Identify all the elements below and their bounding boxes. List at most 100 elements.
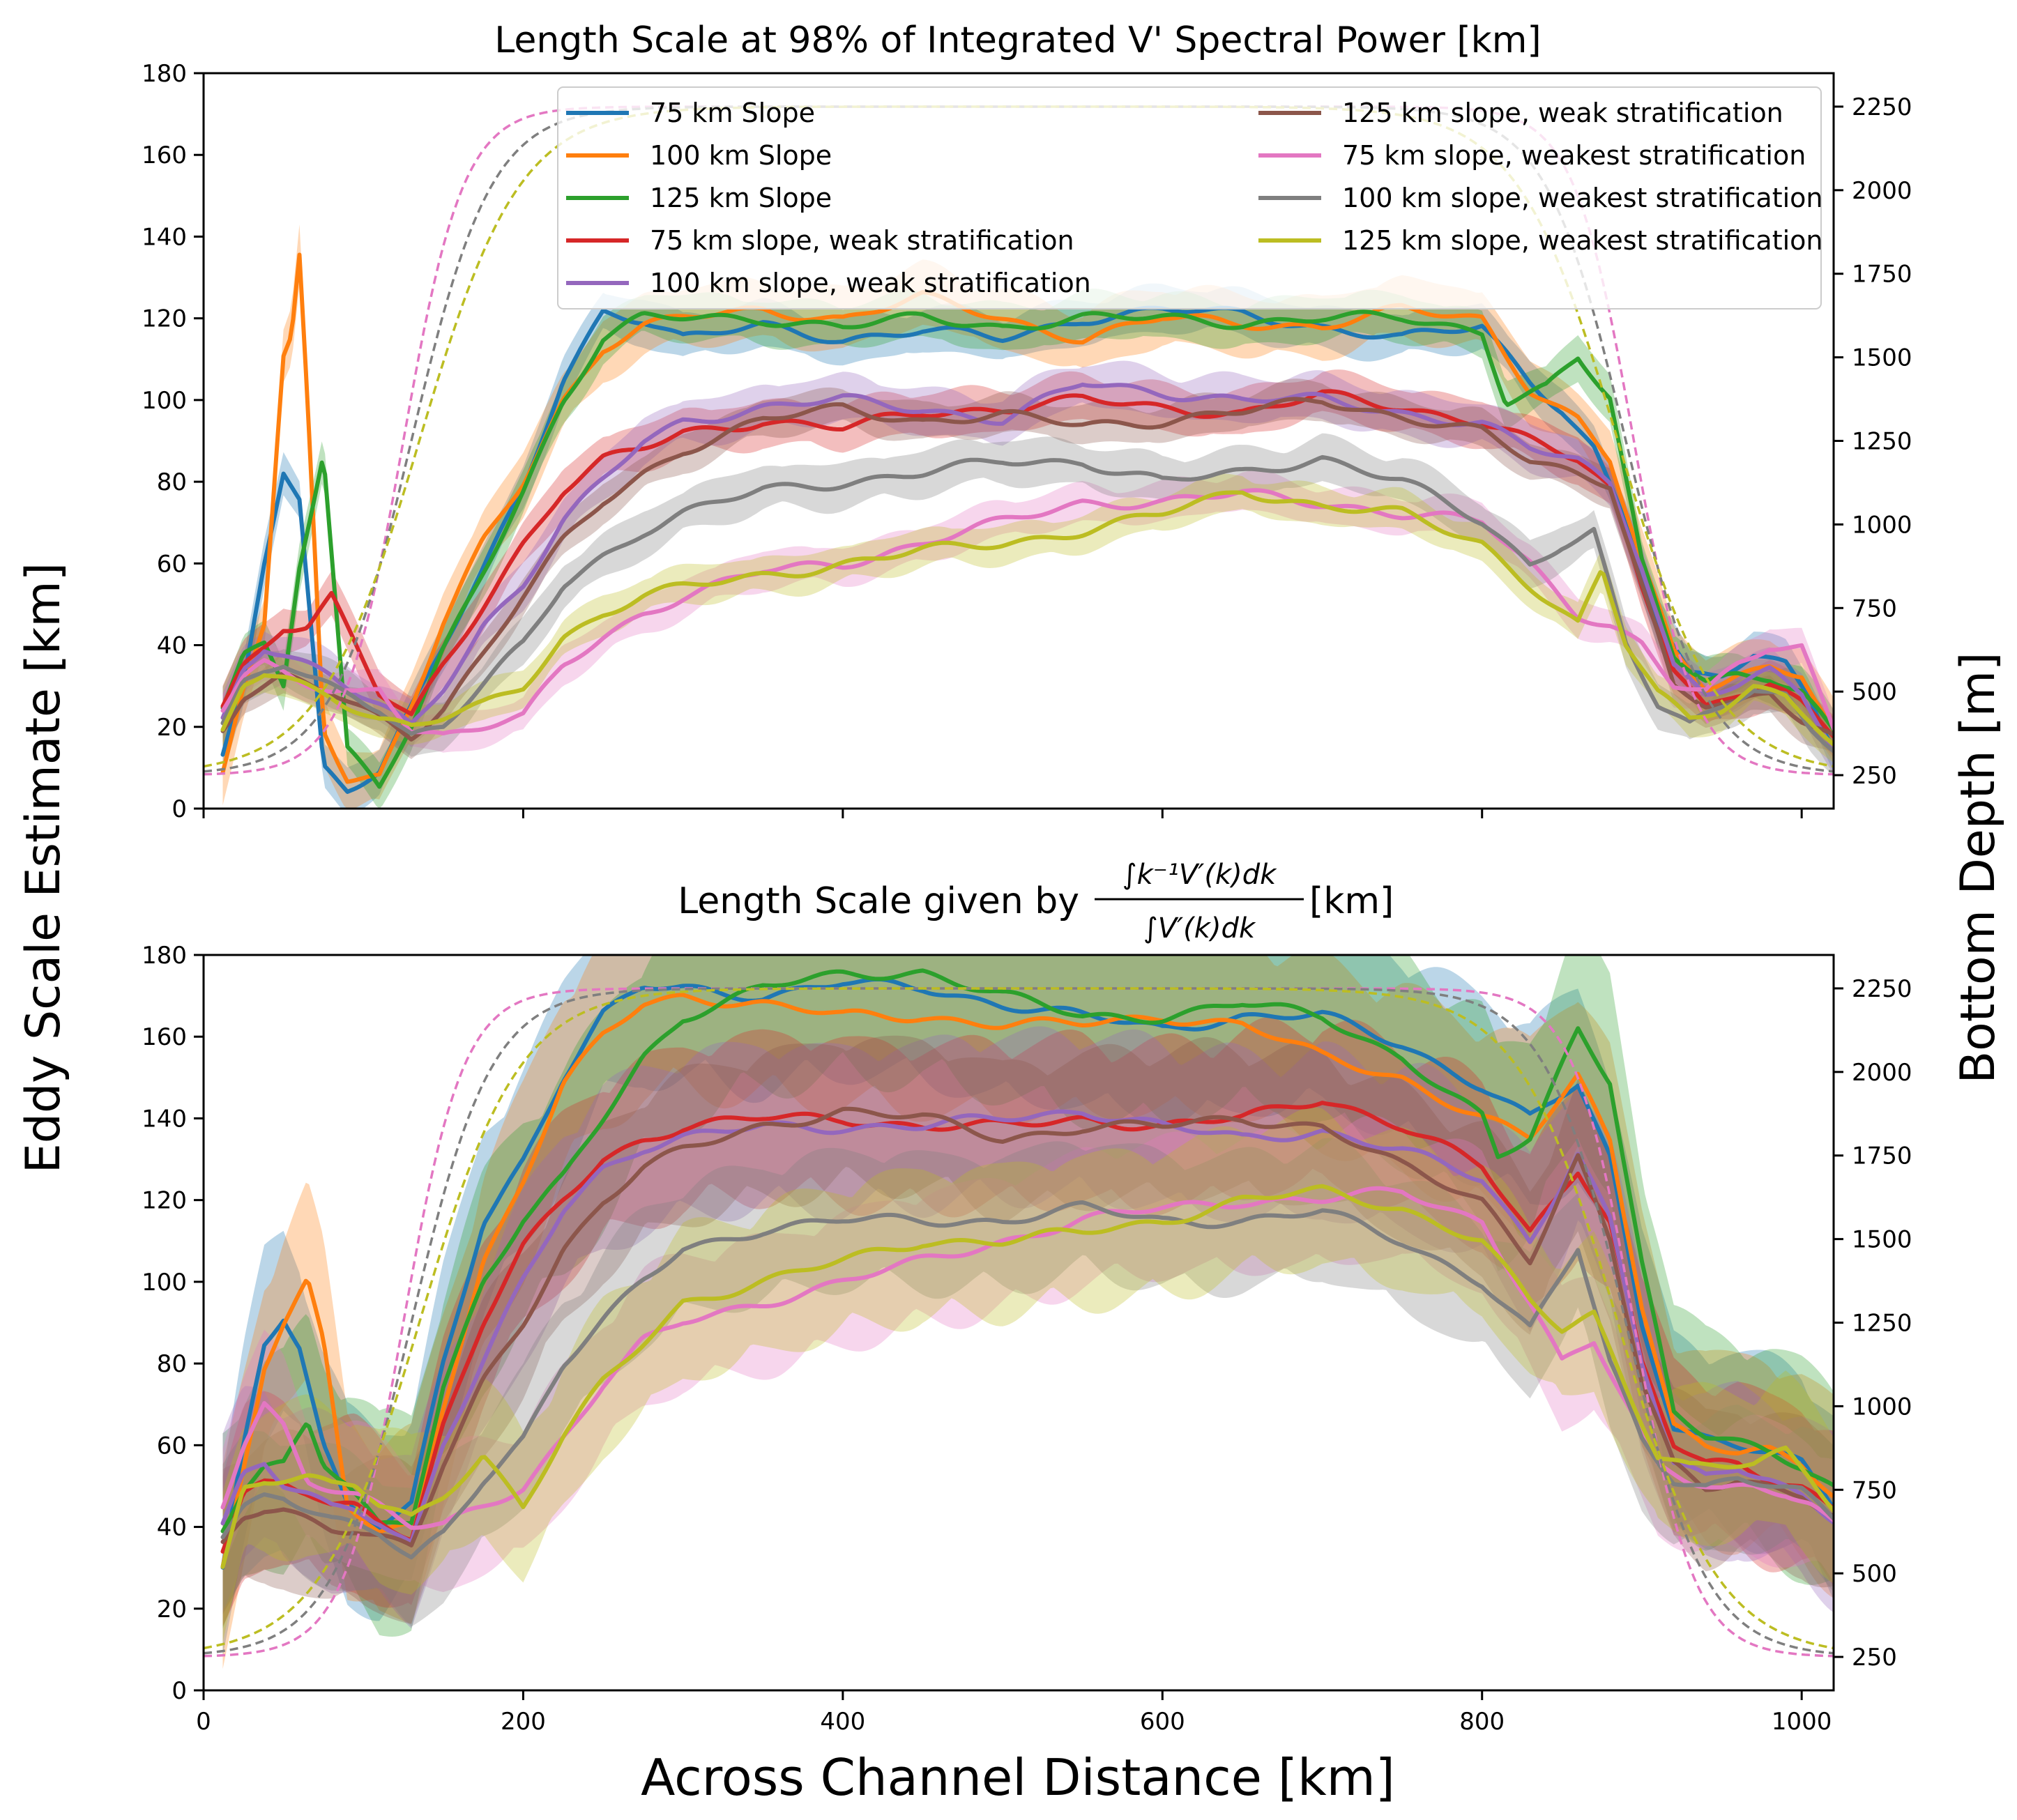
legend-label-75-km-slope: 75 km Slope — [650, 98, 815, 128]
legend-label-100-km-slope-weakest-stratification: 100 km slope, weakest stratification — [1342, 183, 1823, 213]
legend-label-125-km-slope: 125 km Slope — [650, 183, 832, 213]
top-ytick-label: 180 — [142, 60, 187, 88]
legend-label-75-km-slope-weakest-stratification: 75 km slope, weakest stratification — [1342, 140, 1806, 171]
top-series-100-km-slope-weak-stratification — [220, 382, 1834, 752]
top-ytick-label: 60 — [157, 550, 187, 578]
bot-xtick-label: 400 — [820, 1708, 865, 1736]
bot-xtick-label: 600 — [1140, 1708, 1185, 1736]
top-band-100-km-slope — [222, 224, 1834, 809]
top-y2tick-label: 250 — [1852, 762, 1897, 790]
top-lines — [220, 252, 1834, 794]
bot-series-125-km-slope-weakest-stratification — [220, 1184, 1834, 1569]
bot-series-125-km-slope — [220, 968, 1834, 1534]
top-series-125-km-slope-weakest-stratification — [220, 490, 1834, 747]
bot-xtick-label: 200 — [501, 1708, 546, 1736]
bot-y2tick-label: 2250 — [1852, 975, 1912, 1003]
top-band-100-km-slope-weakest-stratification — [222, 433, 1834, 776]
top-series-125-km-slope-weak-stratification — [220, 397, 1834, 742]
top-band-75-km-slope-weak-stratification — [222, 369, 1834, 758]
bottom-bathymetry — [204, 987, 1834, 1658]
bot-y2tick-label: 500 — [1852, 1560, 1897, 1588]
bot-ytick-label: 120 — [142, 1187, 187, 1215]
bot-xtick-label: 800 — [1459, 1708, 1505, 1736]
bot-band-125-km-slope-weak-stratification — [222, 1035, 1834, 1624]
top-series-75-km-slope — [220, 305, 1834, 794]
bot-series-100-km-slope-weakest-stratification — [220, 1200, 1834, 1560]
top-ytick-label: 40 — [157, 632, 187, 660]
top-y2tick-label: 2250 — [1852, 93, 1912, 121]
bot-ytick-label: 140 — [142, 1105, 187, 1133]
legend-label-75-km-slope-weak-stratification: 75 km slope, weak stratification — [650, 225, 1074, 256]
top-band-75-km-slope — [222, 283, 1834, 809]
bot-band-75-km-slope — [222, 955, 1834, 1657]
top-band-125-km-slope-weakest-stratification — [222, 473, 1834, 763]
bot-y2tick-label: 1250 — [1852, 1310, 1912, 1338]
bot-band-75-km-slope-weak-stratification — [222, 1017, 1834, 1627]
legend-label-125-km-slope-weak-stratification: 125 km slope, weak stratification — [1342, 98, 1783, 128]
bottom-panel-title: Length Scale given by ∫k⁻¹V′(k)dk ∫V′(k)… — [678, 859, 1394, 945]
legend-label-100-km-slope-weak-stratification: 100 km slope, weak stratification — [650, 268, 1091, 298]
bottom-title-numerator: ∫k⁻¹V′(k)dk — [1122, 859, 1277, 891]
bot-ytick-label: 0 — [172, 1677, 187, 1705]
shared-right-axis-label: Bottom Depth [m] — [1951, 652, 2006, 1083]
top-series-75-km-slope-weakest-stratification — [220, 488, 1834, 736]
bot-series-125-km-slope-weak-stratification — [220, 1106, 1834, 1547]
top-ytick-label: 100 — [142, 387, 187, 415]
top-ytick-label: 20 — [157, 714, 187, 742]
legend-label-100-km-slope: 100 km Slope — [650, 140, 832, 171]
top-band-125-km-slope — [222, 289, 1834, 809]
bot-y2tick-label: 250 — [1852, 1644, 1897, 1672]
bot-band-100-km-slope — [222, 955, 1834, 1669]
top-y2tick-label: 2000 — [1852, 177, 1912, 205]
bot-xtick-label: 0 — [196, 1708, 211, 1736]
top-series-100-km-slope — [220, 252, 1834, 784]
top-ytick-label: 120 — [142, 305, 187, 333]
top-series-100-km-slope-weakest-stratification — [220, 454, 1834, 754]
bot-ytick-label: 180 — [142, 942, 187, 970]
legend: 75 km Slope 100 km Slope 125 km Slope 75 km… — [557, 86, 1823, 309]
bot-y2tick-label: 1500 — [1852, 1226, 1912, 1254]
bot-band-75-km-slope-weakest-stratification — [222, 1115, 1834, 1592]
top-bands — [222, 224, 1834, 809]
bottom-axes: 0 20 40 60 80 100 120 140 160 180 250 500 750 1000 125… — [142, 942, 1912, 1736]
bot-ytick-label: 40 — [157, 1514, 187, 1542]
bottom-title-prefix: Length Scale given by — [678, 880, 1079, 922]
bot-y2tick-label: 2000 — [1852, 1059, 1912, 1087]
bottom-panel: Length Scale given by ∫k⁻¹V′(k)dk ∫V′(k)… — [142, 859, 1912, 1807]
bot-ytick-label: 160 — [142, 1023, 187, 1051]
top-y2tick-label: 1000 — [1852, 511, 1912, 539]
legend-label-125-km-slope-weakest-stratification: 125 km slope, weakest stratification — [1342, 225, 1823, 256]
top-y2tick-label: 1500 — [1852, 344, 1912, 372]
top-y2tick-label: 750 — [1852, 595, 1897, 622]
top-ytick-label: 160 — [142, 142, 187, 169]
shared-y-axis-label: Eddy Scale Estimate [km] — [16, 563, 71, 1173]
bottom-lines — [220, 968, 1834, 1570]
top-y2tick-label: 1250 — [1852, 428, 1912, 456]
bot-ytick-label: 60 — [157, 1432, 187, 1460]
top-ytick-label: 0 — [172, 795, 187, 823]
top-band-75-km-slope-weakest-stratification — [222, 470, 1834, 753]
bot-ytick-label: 100 — [142, 1269, 187, 1297]
bot-ytick-label: 20 — [157, 1596, 187, 1623]
bottom-bands — [222, 955, 1834, 1669]
top-band-125-km-slope-weak-stratification — [222, 378, 1834, 759]
top-axes: 0 20 40 60 80 100 120 140 160 180 250 500 750 1000 125… — [142, 60, 1912, 823]
bot-bathy-125-km-slope-depth — [204, 987, 1834, 1650]
bot-ytick-label: 80 — [157, 1350, 187, 1378]
top-panel: Length Scale at 98% of Integrated V' Spe… — [142, 20, 1912, 823]
bot-y2tick-label: 1000 — [1852, 1393, 1912, 1421]
bot-band-100-km-slope-weak-stratification — [222, 1026, 1834, 1629]
top-ytick-label: 140 — [142, 223, 187, 251]
legend-box — [557, 86, 1822, 309]
top-y2tick-label: 1750 — [1852, 261, 1912, 289]
bot-xtick-label: 1000 — [1772, 1708, 1832, 1736]
x-axis-label: Across Channel Distance [km] — [641, 1748, 1395, 1807]
bottom-title-suffix: [km] — [1309, 880, 1394, 922]
bot-series-100-km-slope — [220, 993, 1834, 1569]
bot-band-100-km-slope-weakest-stratification — [222, 1138, 1834, 1627]
top-panel-title: Length Scale at 98% of Integrated V' Spe… — [494, 20, 1541, 61]
bot-y2tick-label: 1750 — [1852, 1142, 1912, 1170]
bot-band-125-km-slope-weakest-stratification — [222, 1107, 1834, 1642]
bot-band-125-km-slope — [222, 955, 1834, 1637]
